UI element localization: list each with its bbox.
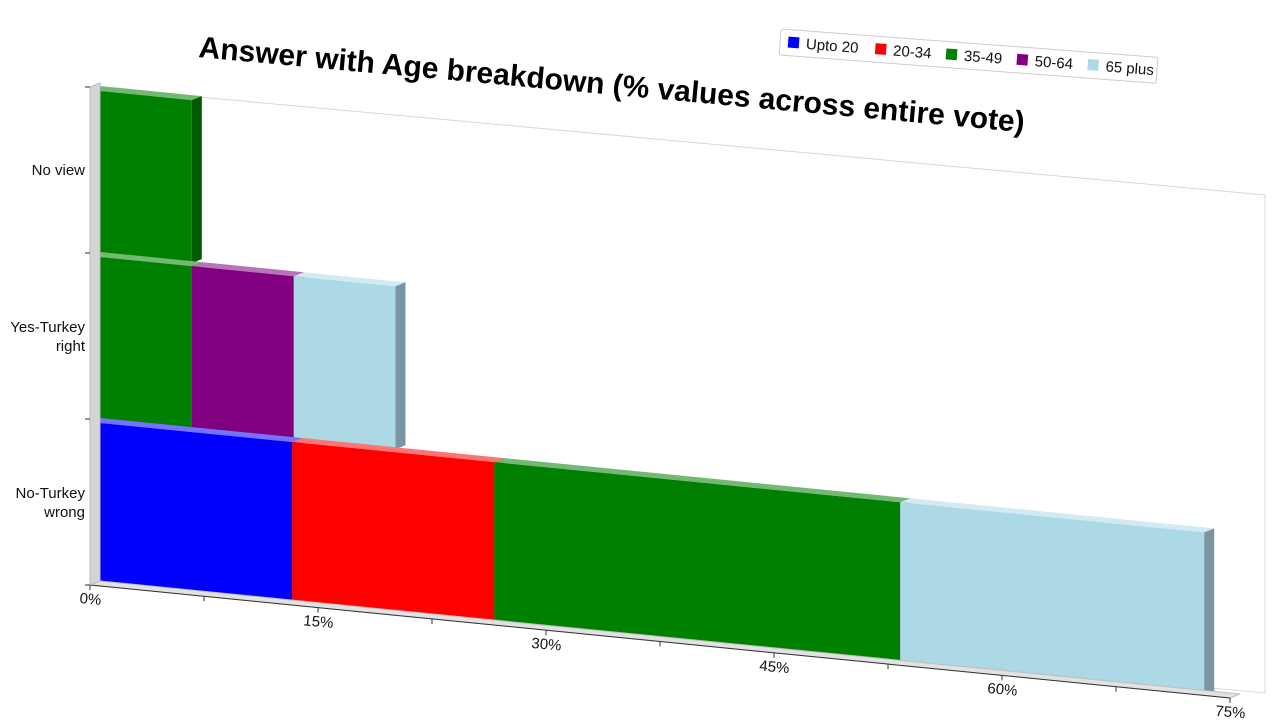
legend-swatch [787,36,800,49]
bar-yes-turkey-right-35-49 [90,256,192,430]
legend-swatch [1087,59,1100,71]
bar-yes-turkey-right-50-64 [191,266,294,440]
bar-no-turkey-wrong-20-34 [292,442,495,626]
labels-layer: 0% 15% 30% 45% 60% 75% No view Yes-Turkey right N… [10,162,1246,720]
bar-top-no-turkey-wrong-upto-20 [90,418,303,442]
legend-label: 65 plus [1105,58,1155,79]
legend-label: 20-34 [893,42,933,62]
bar-side-yes-turkey-right-65-plus [395,282,406,450]
axes-layer [85,82,1241,703]
bar-top-no-turkey-wrong-65-plus [900,498,1215,533]
legend-label: 50-64 [1034,53,1074,73]
x-tick-label: 75% [1215,703,1246,720]
category-label: No-Turkey wrong [16,485,86,521]
bar-yes-turkey-right-65-plus [293,276,396,450]
bar-top-no-turkey-wrong-20-34 [292,438,505,463]
bar-top-yes-turkey-right-35-49 [90,252,202,267]
category-label: No view [32,162,86,179]
bar-top-no-turkey-wrong-35-49 [494,458,911,503]
legend-swatch [874,43,887,55]
bar-no-turkey-wrong-65-plus [900,502,1205,696]
legend: Upto 20 20-34 35-49 50-64 65 plus [778,28,1159,84]
bar-side-no-turkey-wrong-65-plus [1204,528,1215,696]
category-label: Yes-Turkey right [10,319,86,355]
bar-no-turkey-wrong-upto-20 [90,422,293,605]
bar-no-view-35-49 [90,90,192,264]
x-tick-label: 45% [759,657,790,677]
x-tick-label: 30% [531,635,562,655]
legend-label: 35-49 [963,48,1003,68]
bar-side-no-view-35-49 [191,96,202,264]
x-tick-label: 15% [303,612,334,632]
legend-swatch [945,48,958,61]
bar-top-yes-turkey-right-65-plus [293,272,406,287]
legend-label: Upto 20 [805,36,859,57]
x-tick-label: 0% [79,590,102,609]
legend-box: Upto 20 20-34 35-49 50-64 65 plus [778,28,1159,84]
y-axis-wall [89,82,101,586]
legend-swatch [1016,53,1029,66]
bar-top-yes-turkey-right-50-64 [191,262,304,277]
bar-no-turkey-wrong-35-49 [494,462,901,666]
bar-top-no-view-35-49 [90,86,202,101]
x-tick-label: 60% [987,680,1018,700]
bars-layer [90,86,1215,696]
legend-frame [778,28,1159,84]
